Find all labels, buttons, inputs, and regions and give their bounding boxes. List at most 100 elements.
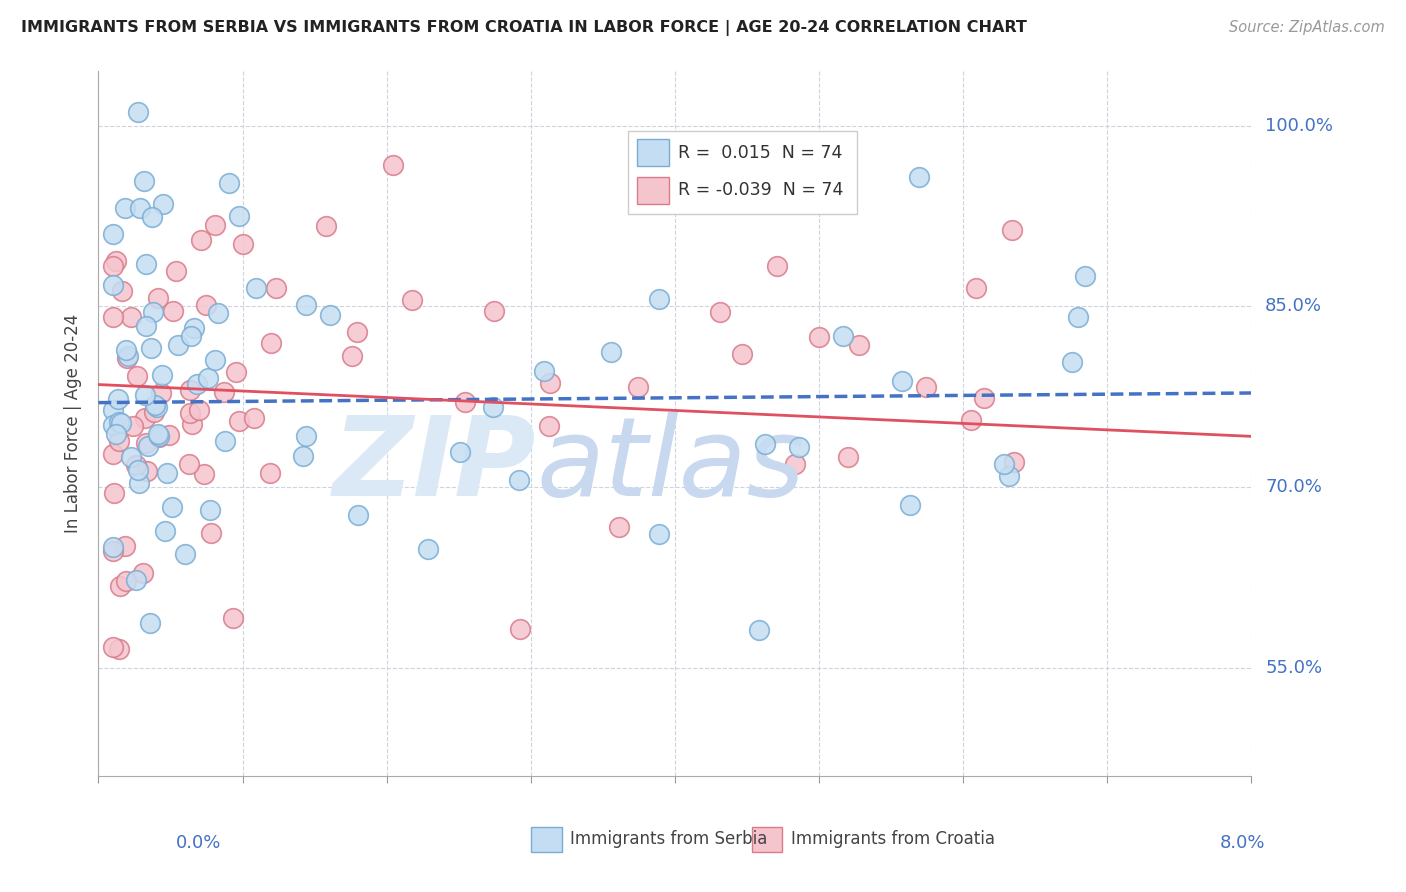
Point: [101, 640, 124, 654]
Point: [120, 310, 142, 324]
Point: [837, 450, 859, 465]
Point: [222, 611, 245, 625]
Text: 100.0%: 100.0%: [1265, 117, 1333, 135]
Point: [150, 385, 173, 400]
Point: [135, 436, 157, 450]
Point: [136, 464, 159, 478]
Point: [242, 410, 264, 425]
Point: [340, 349, 363, 363]
Point: [108, 434, 131, 449]
Point: [124, 458, 146, 472]
Point: [482, 303, 505, 318]
Point: [148, 426, 170, 441]
Point: [139, 341, 162, 355]
Point: [101, 260, 124, 274]
Point: [110, 416, 132, 430]
Point: [131, 566, 153, 581]
Point: [160, 500, 183, 515]
Text: 0.0%: 0.0%: [176, 834, 221, 852]
Text: ZIP: ZIP: [333, 412, 537, 519]
Point: [449, 445, 471, 459]
Point: [1002, 455, 1025, 469]
Point: [108, 415, 131, 429]
Point: [538, 376, 561, 390]
Point: [186, 377, 208, 392]
Point: [183, 321, 205, 335]
Point: [128, 475, 150, 490]
Point: [127, 105, 149, 120]
Point: [960, 413, 983, 427]
Point: [101, 417, 124, 432]
Point: [146, 291, 169, 305]
Point: [295, 298, 318, 312]
Point: [105, 253, 128, 268]
Point: [128, 201, 150, 215]
Point: [101, 227, 124, 241]
Text: 8.0%: 8.0%: [1220, 834, 1265, 852]
Point: [103, 486, 125, 500]
Point: [117, 349, 139, 363]
Point: [228, 414, 250, 428]
Point: [765, 259, 787, 273]
Point: [152, 197, 174, 211]
Point: [245, 281, 267, 295]
Point: [965, 280, 987, 294]
Point: [787, 440, 810, 454]
Bar: [637, 139, 669, 166]
Point: [319, 308, 342, 322]
Point: [180, 417, 202, 432]
Point: [152, 368, 174, 382]
Point: [627, 380, 650, 394]
Point: [162, 304, 184, 318]
Point: [107, 392, 129, 407]
FancyBboxPatch shape: [628, 131, 856, 213]
Point: [890, 374, 912, 388]
Text: Source: ZipAtlas.com: Source: ZipAtlas.com: [1229, 20, 1385, 35]
Text: 55.0%: 55.0%: [1265, 658, 1323, 677]
Point: [155, 524, 177, 538]
Point: [141, 211, 163, 225]
Point: [232, 236, 254, 251]
Text: 70.0%: 70.0%: [1265, 478, 1322, 496]
Point: [135, 257, 157, 271]
Point: [136, 439, 159, 453]
Point: [1073, 268, 1095, 283]
Point: [482, 401, 505, 415]
Point: [508, 473, 530, 487]
Point: [157, 428, 180, 442]
Point: [195, 298, 218, 312]
Point: [115, 343, 138, 358]
Point: [509, 623, 531, 637]
Point: [848, 338, 870, 352]
Point: [346, 508, 368, 522]
Point: [294, 428, 316, 442]
Point: [101, 447, 124, 461]
Point: [709, 305, 731, 319]
Point: [292, 449, 315, 463]
Point: [148, 429, 170, 443]
Point: [225, 365, 247, 379]
Point: [166, 338, 188, 352]
Point: [346, 326, 368, 340]
Text: 85.0%: 85.0%: [1265, 297, 1322, 315]
Point: [134, 173, 156, 187]
Point: [143, 398, 166, 412]
Point: [139, 615, 162, 630]
Point: [207, 306, 229, 320]
Point: [148, 430, 170, 444]
Point: [204, 352, 226, 367]
Bar: [637, 178, 669, 203]
Point: [218, 176, 240, 190]
Text: Immigrants from Serbia: Immigrants from Serbia: [571, 830, 768, 848]
Point: [142, 305, 165, 319]
Point: [731, 347, 754, 361]
Point: [973, 391, 995, 405]
Point: [104, 427, 127, 442]
Text: Immigrants from Croatia: Immigrants from Croatia: [790, 830, 995, 848]
Point: [260, 335, 283, 350]
Point: [453, 395, 475, 409]
Point: [193, 467, 215, 481]
Point: [993, 457, 1015, 471]
Point: [998, 468, 1021, 483]
Point: [108, 579, 131, 593]
